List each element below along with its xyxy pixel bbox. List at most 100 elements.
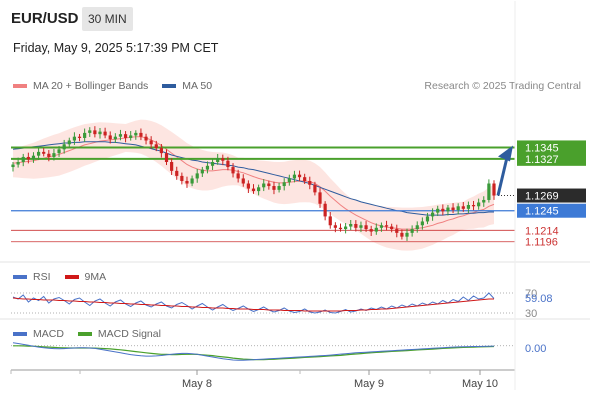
candle-body (47, 153, 51, 157)
candle-body (456, 206, 460, 211)
candle-body (139, 132, 143, 137)
candle-body (190, 178, 194, 184)
candle-body (313, 184, 317, 193)
candle-body (11, 164, 15, 168)
candle-body (83, 132, 87, 138)
legend-9ma-label: 9MA (84, 271, 107, 283)
candle-body (16, 162, 20, 165)
candle-body (297, 174, 302, 178)
rsi-level-label: 30 (525, 308, 537, 320)
candle-body (129, 135, 133, 138)
candle-body (369, 229, 373, 232)
price-levels (11, 146, 515, 243)
candle-body (262, 183, 266, 188)
candle-body (21, 156, 25, 162)
level-badge-1 (517, 151, 586, 166)
candle-body (308, 180, 312, 185)
candle-body (277, 186, 281, 190)
legend-rsi-label: RSI (33, 271, 51, 283)
candle-body (344, 226, 348, 230)
candle-body (333, 225, 337, 228)
forecast-arrow (496, 145, 513, 196)
candle-body (282, 182, 286, 187)
candle-body (415, 225, 419, 230)
candle-body (108, 135, 112, 140)
level-badge-3 (517, 203, 586, 218)
candle-body (246, 183, 250, 189)
candle-body (113, 136, 117, 140)
candle-body (98, 131, 102, 135)
candle-body (154, 144, 158, 149)
candle-body (175, 170, 179, 176)
candle-body (31, 155, 36, 160)
candle-body (231, 167, 235, 174)
candle-body (461, 206, 465, 209)
level-badge-0 (517, 140, 586, 155)
candle-body (236, 173, 240, 179)
candle-body (379, 225, 384, 228)
legend-macd-signal: MACD Signal (77, 328, 161, 340)
candle-body (26, 156, 30, 160)
candle-body (257, 187, 261, 192)
level-label-2: 1.1269 (525, 191, 559, 203)
legend-ma20: MA 20 + Bollinger Bands (13, 80, 148, 92)
candle-body (349, 224, 353, 227)
legend-9ma-swatch (64, 275, 79, 279)
candle-body (292, 174, 297, 179)
candle-body (287, 178, 291, 183)
candle-body (159, 148, 163, 154)
candle-body (338, 227, 343, 230)
candle-body (62, 144, 66, 150)
x-tick-label: May 9 (354, 378, 384, 390)
candle-body (251, 188, 256, 192)
candle-body (420, 221, 424, 226)
candle-body (221, 158, 225, 161)
candle-body (395, 229, 399, 233)
level-label-3: 1.1245 (525, 206, 559, 218)
candle-body (93, 130, 97, 135)
candle-body (205, 165, 210, 170)
macd-panel: 0.00 (11, 342, 546, 361)
macd-legend: MACD MACD Signal (13, 328, 175, 340)
candle-body (185, 180, 189, 184)
candle-body (180, 175, 184, 181)
rsi-legend: RSI 9MA (13, 271, 120, 283)
candle-body (492, 183, 496, 196)
candle-body (359, 225, 363, 228)
candle-body (466, 205, 471, 209)
candle-body (318, 192, 322, 204)
candle-body (446, 207, 450, 212)
symbol-label: EUR/USD (11, 10, 79, 27)
candle-body (200, 169, 204, 174)
candle-body (36, 151, 41, 156)
legend-ma20-swatch (13, 84, 27, 88)
candle-body (72, 136, 77, 141)
candle-body (216, 158, 220, 162)
macd-signal-line (13, 345, 495, 361)
candle-body (226, 160, 230, 168)
rsi-panel: 70 30 59.08 (11, 288, 553, 320)
legend-rsi: RSI (13, 271, 51, 283)
candle-body (164, 153, 169, 162)
candle-body (354, 224, 358, 228)
candle-body (328, 216, 332, 226)
candle-body (118, 134, 123, 137)
candle-body (149, 140, 153, 145)
ma20-line (12, 136, 495, 230)
candle-body (441, 208, 445, 212)
candle-body (272, 186, 276, 190)
candle-body (384, 225, 389, 227)
candle-body (405, 232, 409, 237)
timeframe-badge[interactable]: 30 MIN (82, 7, 133, 31)
legend-9ma: 9MA (64, 271, 107, 283)
candle-body (195, 173, 199, 179)
candle-body (390, 226, 394, 230)
candle-body (42, 151, 46, 154)
candle-body (487, 183, 491, 200)
legend-macd: MACD (13, 328, 64, 340)
legend-macd-signal-label: MACD Signal (97, 328, 161, 340)
level-label-1: 1.1327 (525, 154, 559, 166)
candle-body (123, 134, 128, 138)
